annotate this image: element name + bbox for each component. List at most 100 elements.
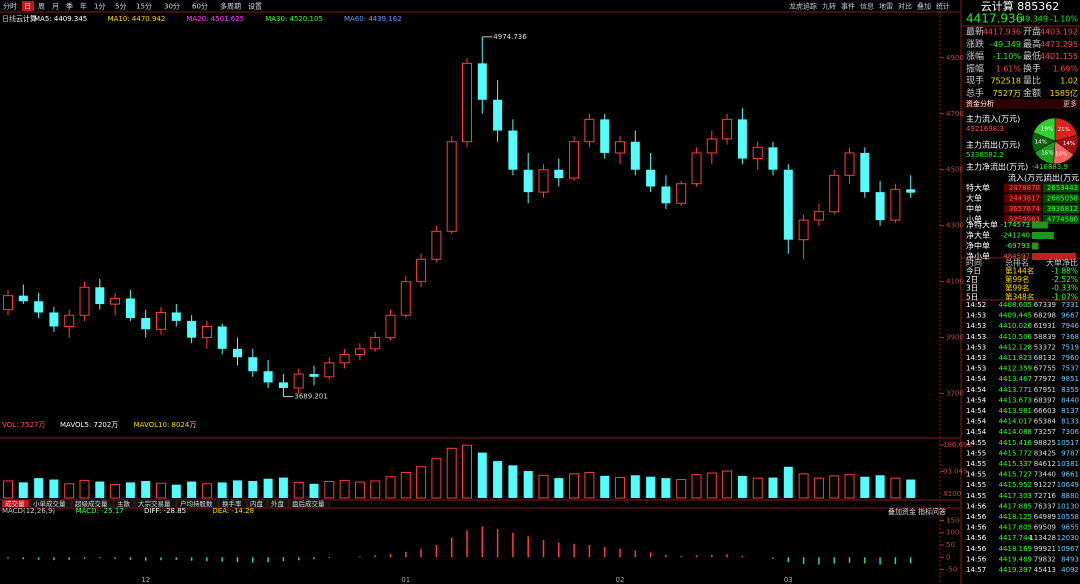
volume-bar xyxy=(508,465,518,498)
y-tick-label: 93.045 xyxy=(943,468,968,476)
tick-volume: 113428 xyxy=(1029,534,1056,542)
tick-volume: 91227 xyxy=(1034,481,1056,489)
tick-volume: 72716 xyxy=(1034,492,1057,500)
tab[interactable]: 1分 xyxy=(94,2,105,11)
toolbar-button[interactable]: 信息 xyxy=(860,2,874,11)
toolbar-button[interactable]: 事件 xyxy=(841,2,855,11)
indicator-tab[interactable]: 成交量 xyxy=(5,499,25,508)
table-value: 2478870 xyxy=(1009,184,1040,192)
toolbar-button[interactable]: 龙虎追踪 xyxy=(789,2,817,11)
indicator-tab-bg[interactable] xyxy=(246,499,268,508)
indicator-tab[interactable]: 大宗交易量 xyxy=(138,499,171,508)
candle-body xyxy=(446,141,457,232)
tab[interactable]: 年 xyxy=(80,2,87,11)
tick-volume: 99921 xyxy=(1034,545,1056,553)
tick-price: 4415.727 xyxy=(999,471,1032,479)
volume-bar xyxy=(354,481,365,499)
tick-time: 14:55 xyxy=(966,460,986,468)
toolbar-button[interactable]: 统计 xyxy=(936,2,950,11)
indicator-tab[interactable]: 内盘 xyxy=(250,499,264,508)
indicator-tab[interactable]: 外盘 xyxy=(271,499,285,508)
indicator-tab-bg[interactable] xyxy=(113,499,135,508)
toolbar-button[interactable]: 叠加 xyxy=(917,2,931,11)
tick-time: 14:54 xyxy=(966,386,987,394)
candle-body xyxy=(584,118,595,143)
indicator-tab-bg[interactable] xyxy=(71,499,114,508)
net-value: 484597 xyxy=(1003,253,1030,261)
indicator-tab-bg[interactable] xyxy=(218,499,247,508)
indicator-tab-bg[interactable] xyxy=(267,499,289,508)
tick-time: 14:54 xyxy=(966,396,987,404)
quote-value: 4473.295 xyxy=(1040,40,1078,49)
tab[interactable]: 周 xyxy=(38,3,45,11)
candle-body xyxy=(416,258,427,283)
tab[interactable]: 5分 xyxy=(115,2,126,11)
tick-price: 4418.125 xyxy=(999,513,1032,521)
indicator-tab-bg[interactable] xyxy=(1,499,30,508)
tab[interactable]: 30分 xyxy=(164,2,180,11)
indicator-tab[interactable]: 主散 xyxy=(117,499,131,508)
period: 日线 xyxy=(2,14,16,23)
volume-bar xyxy=(201,483,212,499)
volume-bar xyxy=(462,444,472,499)
toolbar-button[interactable]: 对比 xyxy=(898,2,912,11)
tick-count: 10381 xyxy=(1057,460,1079,468)
indicator-tab-bg[interactable] xyxy=(288,499,331,508)
quote-value: -49.349 xyxy=(990,40,1021,49)
indicator-tab[interactable]: 小单成交量 xyxy=(33,499,66,508)
tick-volume: 65384 xyxy=(1034,418,1057,426)
volume-bar xyxy=(309,483,319,498)
tab[interactable]: 15分 xyxy=(136,2,152,11)
tick-count: 8880 xyxy=(1061,492,1079,500)
legend-item: MACD: -25.17 xyxy=(76,507,124,515)
volume-bar xyxy=(233,480,242,498)
tab[interactable]: 60分 xyxy=(192,2,208,11)
cell-bg xyxy=(1004,194,1041,203)
candle-body xyxy=(110,297,121,305)
indicator-tab[interactable]: 超级成交量 xyxy=(75,499,108,508)
indicator-tab[interactable]: 盘后成交量 xyxy=(292,499,325,508)
tick-count: 8137 xyxy=(1061,407,1079,415)
volume-bar xyxy=(875,475,885,498)
toolbar-button[interactable]: 九转 xyxy=(822,2,836,11)
tab[interactable]: 月 xyxy=(52,3,59,11)
fund-more[interactable]: 更多 xyxy=(1063,99,1077,108)
net-bar xyxy=(1032,253,1076,260)
tick-time: 14:53 xyxy=(966,333,986,341)
indicator-tab-bg[interactable] xyxy=(29,499,72,508)
indicator-tab-bg[interactable] xyxy=(134,499,177,508)
volume-bar xyxy=(477,452,487,498)
legend-item: MA10: 4470.942 xyxy=(108,15,166,23)
tab[interactable]: 分时 xyxy=(3,2,17,11)
indicator-tab[interactable]: 户均持股数 xyxy=(180,499,213,508)
toolbar-button[interactable]: 地雷 xyxy=(879,2,893,11)
volume-bar xyxy=(110,483,121,499)
x-tick-label: 03 xyxy=(784,576,793,584)
indicator-button[interactable]: 叠加资金 xyxy=(888,507,916,516)
indicator-button[interactable]: 指标问答 xyxy=(918,507,946,516)
volume-bar xyxy=(600,475,610,498)
tab[interactable]: 多周期 xyxy=(220,2,241,11)
indicator-tab-bg[interactable] xyxy=(176,499,219,508)
tick-time: 14:55 xyxy=(966,492,986,500)
volume-bar xyxy=(34,478,44,498)
tick-price: 4413.673 xyxy=(999,396,1032,404)
candle-body xyxy=(171,312,181,321)
tick-volume: 66603 xyxy=(1034,407,1056,415)
y-tick-label: 4300 xyxy=(946,222,964,230)
tab[interactable]: 日 xyxy=(24,3,31,11)
indicator-tab[interactable]: 换手率 xyxy=(222,499,242,508)
quote-value: 1.02 xyxy=(1060,77,1078,86)
x-tick-label: 02 xyxy=(616,576,625,584)
candle-body xyxy=(508,130,518,170)
legend-item: MA20: 4501.625 xyxy=(186,15,244,23)
tab[interactable]: 季 xyxy=(66,2,73,11)
fund-value: -416883.9 xyxy=(1032,163,1068,171)
candle-body xyxy=(324,362,335,378)
fund-label: 主力流入(万元) xyxy=(966,114,1020,124)
volume-bar xyxy=(49,479,59,498)
candle-body xyxy=(538,169,549,193)
candle-body xyxy=(844,152,855,176)
table-label: 大单 xyxy=(966,193,982,203)
tab[interactable]: 设置 xyxy=(248,2,262,11)
